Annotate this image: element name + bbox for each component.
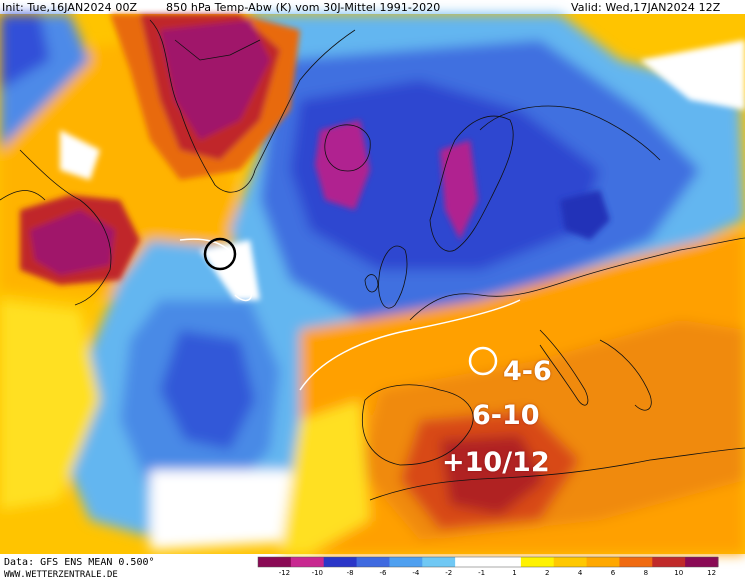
colorbar-tick-label: 6 xyxy=(611,569,616,577)
cold-cores xyxy=(315,120,610,240)
colorbar-tick-label: 1 xyxy=(512,569,516,577)
init-time: Init: Tue,16JAN2024 00Z xyxy=(2,1,138,14)
colorbar-segment xyxy=(652,557,686,567)
colorbar-segment xyxy=(389,557,423,567)
colorbar-tick-label: 2 xyxy=(545,569,549,577)
colorbar-tick-label: -4 xyxy=(412,569,420,577)
colorbar-tick-label: -10 xyxy=(312,569,323,577)
colorbar-tick-label: -8 xyxy=(347,569,354,577)
colorbar-tick-label: 4 xyxy=(578,569,583,577)
colorbar-segment xyxy=(290,557,325,567)
anomaly-fields xyxy=(0,14,745,554)
website: WWW.WETTERZENTRALE.DE xyxy=(4,570,118,580)
colorbar-segment xyxy=(586,557,620,567)
valid-time: Valid: Wed,17JAN2024 12Z xyxy=(571,1,721,14)
greenland-warm-anomaly xyxy=(20,14,300,285)
colorbar-tick-label: -1 xyxy=(478,569,485,577)
annotation-6-10: 6-10 xyxy=(472,400,540,431)
annotation-4-6: 4-6 xyxy=(503,356,552,387)
colorbar-segment xyxy=(356,557,390,567)
colorbar-tick-label: 8 xyxy=(644,569,648,577)
highlight-circle-france xyxy=(468,346,498,376)
colorbar-segment xyxy=(323,557,358,567)
colorbar-segment xyxy=(258,557,292,567)
colorbar-outline xyxy=(257,556,719,568)
colorbar-tick-label: -6 xyxy=(380,569,388,577)
colorbar-segment xyxy=(455,557,489,567)
coastlines xyxy=(0,19,745,501)
colorbar-tick-label: -2 xyxy=(445,569,452,577)
colorbar-segment xyxy=(553,557,588,567)
colorbar-tick-label: -12 xyxy=(279,569,290,577)
highlight-circle-greenland xyxy=(203,237,237,271)
colorbar-tick-label: 12 xyxy=(707,569,716,577)
colorbar-segment xyxy=(685,557,719,567)
annotation-10-12: +10/12 xyxy=(442,447,550,478)
neutral-areas xyxy=(60,40,745,300)
map-title: 850 hPa Temp-Abw (K) vom 30J-Mittel 1991… xyxy=(166,1,441,14)
colorbar-segment xyxy=(422,557,456,567)
colorbar-segment xyxy=(488,557,522,567)
colorbar-segment xyxy=(520,557,555,567)
colorbar: -12 -10 -8 -6 -4 -2 -1 1 2 4 6 8 10 12 xyxy=(257,556,719,577)
colorbar-segment xyxy=(619,557,653,567)
colorbar-tick-label: 10 xyxy=(674,569,683,577)
zero-contour xyxy=(179,238,521,391)
data-source: Data: GFS ENS MEAN 0.500° xyxy=(4,557,155,568)
